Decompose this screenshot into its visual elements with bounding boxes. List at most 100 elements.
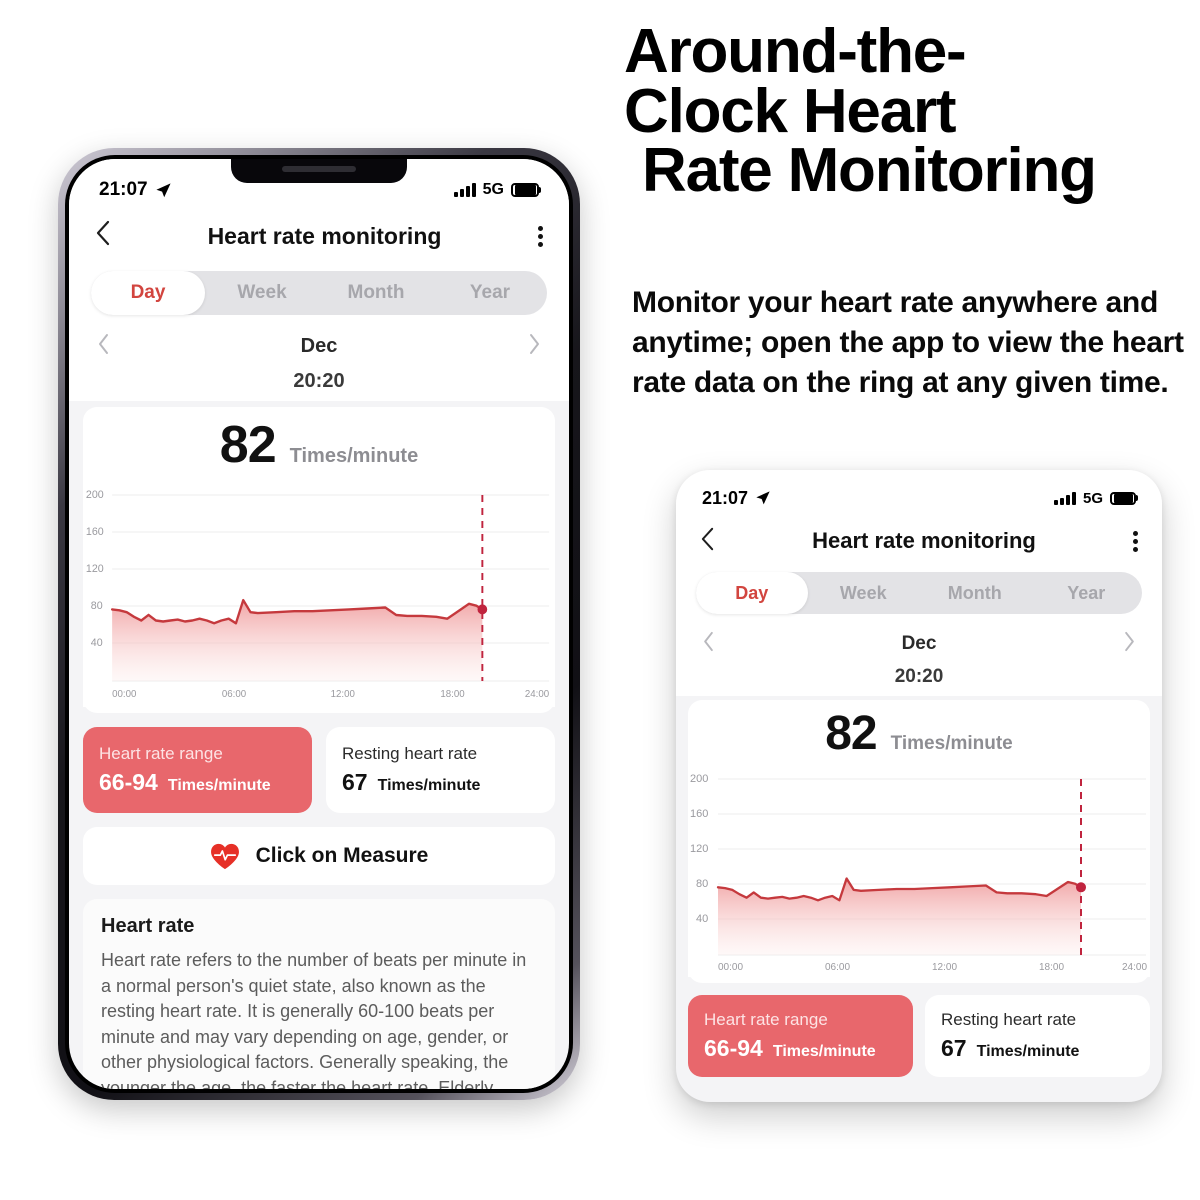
svg-text:160: 160 <box>86 526 104 538</box>
svg-text:200: 200 <box>690 773 708 785</box>
page-subcopy: Monitor your heart rate anywhere and any… <box>632 286 1184 400</box>
chart-current-marker <box>477 604 488 615</box>
stat-card-resting-heart-rate-2[interactable]: Resting heart rate 67 Times/minute <box>925 995 1150 1077</box>
range-value-row: 66-94 Times/minute <box>99 769 312 796</box>
phone-screenshot-right: 21:07 5G Heart rate <box>676 470 1162 1102</box>
range-value: 66-94 <box>99 769 158 795</box>
date-next-button-2[interactable] <box>1123 631 1136 657</box>
range-label: Heart rate range <box>99 744 223 763</box>
resting-unit: Times/minute <box>377 777 481 794</box>
range-value-2: 66-94 <box>704 1035 763 1061</box>
back-button-2[interactable] <box>700 526 715 557</box>
chevron-left-icon <box>99 333 108 354</box>
stat-card-row-2: Heart rate range 66-94 Times/minute Rest… <box>688 995 1150 1077</box>
resting-unit-2: Times/minute <box>976 1043 1080 1060</box>
page-title-2: Heart rate monitoring <box>812 528 1036 553</box>
phone-screen-left: 21:07 5G <box>69 159 569 1089</box>
svg-text:06:00: 06:00 <box>222 689 247 700</box>
date-prev-button[interactable] <box>97 333 110 360</box>
app-nav-bar-2: Heart rate monitoring <box>676 514 1162 568</box>
period-selector: Day Week Month Year <box>69 265 569 325</box>
heart-rate-chart-2[interactable]: 200 160 120 80 40 00:00 06:00 12:00 18 <box>688 769 1150 977</box>
page-headline: Around-the- Clock Heart Rate Monitoring <box>624 17 1190 202</box>
battery-full-icon <box>511 183 539 197</box>
svg-text:80: 80 <box>696 878 708 890</box>
chart-x-ticks-2: 00:00 06:00 12:00 18:00 24:00 <box>718 962 1147 973</box>
status-bar-right: 5G <box>453 181 539 199</box>
page-title: Heart rate monitoring <box>207 222 442 249</box>
range-unit-2: Times/minute <box>772 1043 876 1060</box>
cellular-bars-icon <box>453 183 476 197</box>
heart-pulse-icon <box>210 843 239 869</box>
date-label: Dec <box>300 334 338 357</box>
measure-button[interactable]: Click on Measure <box>83 827 555 885</box>
svg-text:80: 80 <box>91 600 103 612</box>
svg-text:00:00: 00:00 <box>718 962 743 973</box>
chevron-right-icon <box>530 333 539 354</box>
chart-y-ticks: 200 160 120 80 40 <box>86 489 104 649</box>
range-unit: Times/minute <box>167 777 271 794</box>
bpm-hero-2: 82 Times/minute <box>688 706 1150 761</box>
tab-month[interactable]: Month <box>347 282 405 303</box>
segmented-control-2: Day Week Month Year <box>696 572 1142 614</box>
reading-timestamp: 20:20 <box>69 367 569 401</box>
chevron-right-icon <box>1125 631 1134 652</box>
phone-inner-frame: 21:07 5G <box>65 155 573 1093</box>
resting-label: Resting heart rate <box>342 744 478 763</box>
stat-card-heart-rate-range-2[interactable]: Heart rate range 66-94 Times/minute <box>688 995 913 1077</box>
back-button[interactable] <box>95 219 111 254</box>
headline-line-1: Around-the- <box>624 17 967 86</box>
svg-text:40: 40 <box>91 637 103 649</box>
network-label-2: 5G <box>1082 489 1103 507</box>
tab-day[interactable]: Day <box>91 271 205 315</box>
svg-text:120: 120 <box>690 843 708 855</box>
tab-day-2[interactable]: Day <box>696 572 808 614</box>
tab-year-2[interactable]: Year <box>1067 582 1106 603</box>
svg-text:24:00: 24:00 <box>1122 962 1147 973</box>
info-card-heart-rate: Heart rate Heart rate refers to the numb… <box>83 899 555 1089</box>
date-next-button[interactable] <box>528 333 541 360</box>
cellular-bars-icon <box>1053 491 1076 505</box>
info-paragraph: Heart rate refers to the number of beats… <box>101 950 527 1089</box>
location-arrow-icon <box>156 182 171 197</box>
resting-value-row: 67 Times/minute <box>342 769 555 796</box>
bpm-unit-2: Times/minute <box>890 733 1013 754</box>
resting-value: 67 <box>342 769 368 795</box>
chart-line <box>110 598 484 625</box>
chevron-left-icon <box>701 527 714 550</box>
status-time: 21:07 <box>99 179 148 200</box>
status-bar-right-2: 5G <box>1053 489 1136 507</box>
resting-label-2: Resting heart rate <box>941 1010 1077 1029</box>
period-selector-2: Day Week Month Year <box>676 568 1162 624</box>
date-navigator: Dec <box>69 325 569 367</box>
heart-rate-chart[interactable]: 200 160 120 80 40 <box>83 485 555 707</box>
status-bar-2: 21:07 5G <box>676 470 1162 514</box>
chart-y-ticks-2: 200 160 120 80 40 <box>690 773 708 925</box>
app-nav-bar: Heart rate monitoring <box>69 207 569 265</box>
svg-text:12:00: 12:00 <box>932 962 957 973</box>
tab-year[interactable]: Year <box>469 282 511 303</box>
overflow-menu-button-2[interactable] <box>1133 530 1138 552</box>
svg-text:160: 160 <box>690 808 708 820</box>
phone-notch <box>231 159 407 183</box>
stat-card-heart-rate-range[interactable]: Heart rate range 66-94 Times/minute <box>83 727 312 813</box>
heart-rate-card: 82 Times/minute <box>83 407 555 713</box>
tab-week-2[interactable]: Week <box>839 582 887 603</box>
overflow-menu-button[interactable] <box>538 225 543 247</box>
tab-week[interactable]: Week <box>237 282 287 303</box>
bpm-unit: Times/minute <box>289 445 419 467</box>
range-label-2: Heart rate range <box>704 1010 828 1029</box>
tab-month-2[interactable]: Month <box>947 582 1002 603</box>
reading-timestamp-2: 20:20 <box>676 664 1162 696</box>
bpm-value: 82 <box>219 416 277 474</box>
date-label-2: Dec <box>901 633 937 654</box>
status-bar-left-2: 21:07 <box>702 488 771 509</box>
svg-text:00:00: 00:00 <box>112 689 137 700</box>
bpm-hero: 82 Times/minute <box>83 415 555 475</box>
status-bar-left: 21:07 <box>99 179 172 201</box>
phone-device-left: 21:07 5G <box>58 148 580 1100</box>
stat-card-resting-heart-rate[interactable]: Resting heart rate 67 Times/minute <box>326 727 555 813</box>
date-prev-button-2[interactable] <box>702 631 715 657</box>
chart-current-marker-2 <box>1076 882 1086 893</box>
